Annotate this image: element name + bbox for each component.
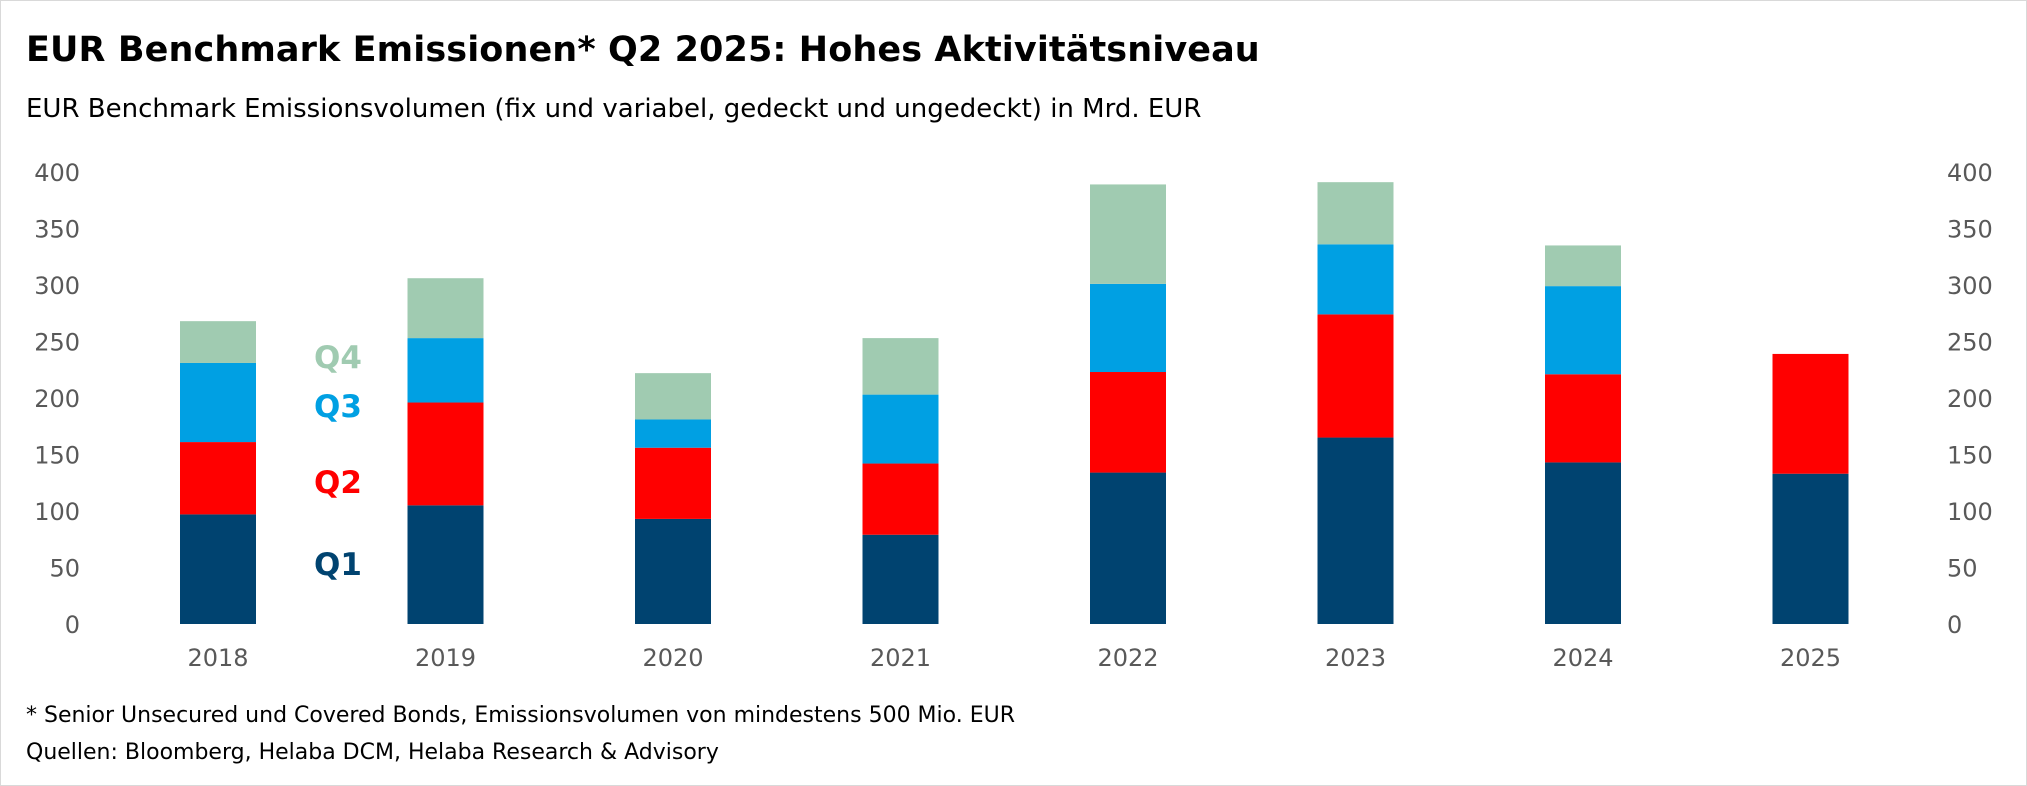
y-tick-right-150: 150	[1947, 442, 1993, 470]
y-tick-right-400: 400	[1947, 159, 1993, 187]
legend-label-q3: Q3	[314, 389, 362, 425]
x-tick-2018: 2018	[187, 644, 248, 672]
legend-label-q4: Q4	[314, 340, 362, 376]
y-tick-right-0: 0	[1947, 611, 1962, 639]
x-tick-2025: 2025	[1780, 644, 1841, 672]
x-tick-2024: 2024	[1552, 644, 1613, 672]
x-tick-2022: 2022	[1097, 644, 1158, 672]
bar-2019-q3	[407, 338, 484, 403]
bar-2025-q1	[1772, 473, 1849, 624]
footnote: * Senior Unsecured und Covered Bonds, Em…	[26, 703, 1016, 728]
bar-2024-q2	[1545, 374, 1621, 463]
bar-2019-q4	[407, 278, 484, 339]
x-tick-2020: 2020	[642, 644, 703, 672]
bar-2024-q3	[1545, 286, 1621, 375]
y-tick-left-100: 100	[34, 498, 80, 526]
y-tick-right-250: 250	[1947, 329, 1993, 357]
bar-2020-q1	[635, 518, 711, 624]
bar-2024-q4	[1545, 245, 1621, 287]
chart-title: EUR Benchmark Emissionen* Q2 2025: Hohes…	[26, 30, 1260, 70]
bar-2021-q1	[862, 534, 939, 624]
y-tick-right-200: 200	[1947, 385, 1993, 413]
bar-2023-q3	[1317, 244, 1394, 315]
bar-2022-q3	[1090, 283, 1166, 373]
bar-2022-q4	[1090, 184, 1166, 284]
bar-2024-q1	[1545, 462, 1621, 624]
bar-2021-q4	[862, 338, 939, 395]
x-tick-2019: 2019	[415, 644, 476, 672]
bar-2020-q4	[635, 373, 711, 420]
legend-label-q2: Q2	[314, 465, 362, 501]
bar-2020-q2	[635, 447, 711, 519]
y-tick-left-0: 0	[65, 611, 80, 639]
y-tick-left-250: 250	[34, 329, 80, 357]
x-tick-2021: 2021	[870, 644, 931, 672]
chart-subtitle: EUR Benchmark Emissionsvolumen (fix und …	[26, 94, 1202, 124]
bar-2025-q2	[1772, 353, 1849, 474]
y-tick-right-100: 100	[1947, 498, 1993, 526]
y-tick-left-200: 200	[34, 385, 80, 413]
bar-2022-q2	[1090, 372, 1166, 473]
y-tick-right-50: 50	[1947, 555, 1978, 583]
bar-2023-q4	[1317, 182, 1394, 245]
bar-2018-q3	[180, 362, 256, 443]
legend-label-q1: Q1	[314, 547, 362, 583]
y-tick-right-350: 350	[1947, 216, 1993, 244]
y-tick-left-350: 350	[34, 216, 80, 244]
bar-2023-q2	[1317, 314, 1394, 438]
bar-2021-q3	[862, 394, 939, 464]
bar-2018-q4	[180, 321, 256, 363]
bar-2018-q2	[180, 442, 256, 515]
x-tick-2023: 2023	[1325, 644, 1386, 672]
bar-2022-q1	[1090, 472, 1166, 624]
y-tick-left-300: 300	[34, 272, 80, 300]
bar-2021-q2	[862, 463, 939, 535]
bar-2020-q3	[635, 419, 711, 448]
bar-2018-q1	[180, 514, 256, 624]
y-tick-left-400: 400	[34, 159, 80, 187]
bar-2019-q1	[407, 505, 484, 624]
bar-2019-q2	[407, 402, 484, 506]
y-tick-left-150: 150	[34, 442, 80, 470]
y-tick-left-50: 50	[49, 555, 80, 583]
bar-2023-q1	[1317, 437, 1394, 624]
sources-note: Quellen: Bloomberg, Helaba DCM, Helaba R…	[26, 740, 719, 765]
y-tick-right-300: 300	[1947, 272, 1993, 300]
